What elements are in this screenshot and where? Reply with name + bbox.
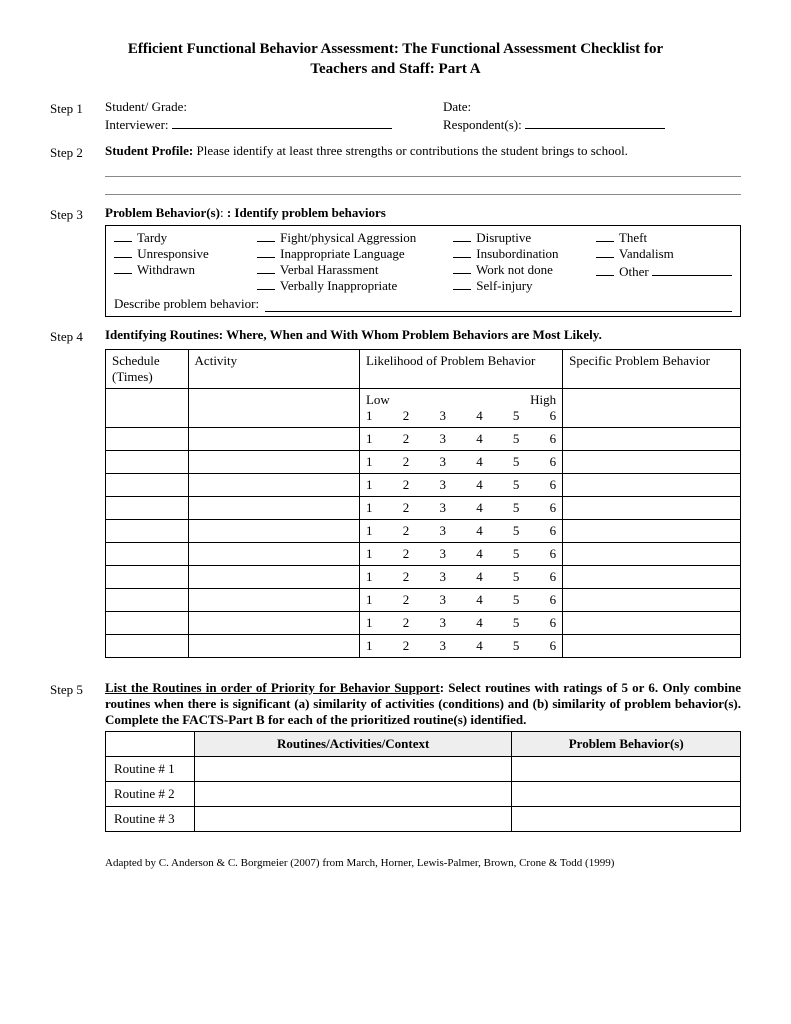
date-field: Date: bbox=[443, 99, 741, 115]
step-1: Step 1 Student/ Grade: Date: Interviewer… bbox=[50, 99, 741, 133]
document-title: Efficient Functional Behavior Assessment… bbox=[50, 40, 741, 79]
table-row[interactable]: 123456 bbox=[106, 543, 741, 566]
table-row[interactable]: 123456 bbox=[106, 635, 741, 658]
priority-table: Routines/Activities/Context Problem Beha… bbox=[105, 731, 741, 832]
behavior-item[interactable]: Disruptive bbox=[453, 230, 586, 246]
behavior-col-2: Fight/physical Aggression Inappropriate … bbox=[257, 230, 443, 294]
priority-row[interactable]: Routine # 1 bbox=[106, 757, 741, 782]
table-row[interactable]: LowHigh123456 bbox=[106, 389, 741, 428]
behavior-item[interactable]: Verbally Inappropriate bbox=[257, 278, 443, 294]
behavior-item[interactable]: Self-injury bbox=[453, 278, 586, 294]
behavior-item[interactable]: Tardy bbox=[114, 230, 247, 246]
step-4: Step 4 Identifying Routines: Where, When… bbox=[50, 327, 741, 658]
behavior-item[interactable]: Theft bbox=[596, 230, 732, 246]
step-5-label: Step 5 bbox=[50, 680, 105, 832]
th-context: Routines/Activities/Context bbox=[194, 732, 512, 757]
table-row[interactable]: 123456 bbox=[106, 497, 741, 520]
step-3-label: Step 3 bbox=[50, 205, 105, 317]
th-likelihood: Likelihood of Problem Behavior bbox=[359, 350, 562, 389]
table-row[interactable]: 123456 bbox=[106, 451, 741, 474]
problem-behaviors-heading: Problem Behavior(s): : Identify problem … bbox=[105, 205, 741, 221]
th-specific: Specific Problem Behavior bbox=[563, 350, 741, 389]
interviewer-field[interactable]: Interviewer: bbox=[105, 115, 403, 133]
priority-row[interactable]: Routine # 3 bbox=[106, 807, 741, 832]
table-row[interactable]: 123456 bbox=[106, 566, 741, 589]
table-row[interactable]: 123456 bbox=[106, 589, 741, 612]
th-activity: Activity bbox=[188, 350, 359, 389]
step-1-label: Step 1 bbox=[50, 99, 105, 133]
respondents-field[interactable]: Respondent(s): bbox=[443, 115, 741, 133]
routines-heading: Identifying Routines: Where, When and Wi… bbox=[105, 327, 741, 343]
describe-behavior-row[interactable]: Describe problem behavior: bbox=[114, 296, 732, 312]
behavior-col-1: Tardy Unresponsive Withdrawn bbox=[114, 230, 247, 294]
priority-heading: List the Routines in order of Priority f… bbox=[105, 680, 741, 728]
routines-table: Schedule (Times) Activity Likelihood of … bbox=[105, 349, 741, 658]
behavior-col-3: Disruptive Insubordination Work not done… bbox=[453, 230, 586, 294]
behavior-item[interactable]: Unresponsive bbox=[114, 246, 247, 262]
table-row[interactable]: 123456 bbox=[106, 520, 741, 543]
priority-row[interactable]: Routine # 2 bbox=[106, 782, 741, 807]
behavior-item[interactable]: Verbal Harassment bbox=[257, 262, 443, 278]
step-5: Step 5 List the Routines in order of Pri… bbox=[50, 680, 741, 832]
behavior-item[interactable]: Other bbox=[596, 262, 732, 280]
behavior-item[interactable]: Withdrawn bbox=[114, 262, 247, 278]
behavior-item[interactable]: Inappropriate Language bbox=[257, 246, 443, 262]
th-problem-behaviors: Problem Behavior(s) bbox=[512, 732, 741, 757]
behavior-box: Tardy Unresponsive Withdrawn Fight/physi… bbox=[105, 225, 741, 317]
student-grade-field: Student/ Grade: bbox=[105, 99, 403, 115]
footer-citation: Adapted by C. Anderson & C. Borgmeier (2… bbox=[105, 857, 741, 869]
step-3: Step 3 Problem Behavior(s): : Identify p… bbox=[50, 205, 741, 317]
title-line-2: Teachers and Staff: Part A bbox=[310, 61, 480, 77]
behavior-item[interactable]: Vandalism bbox=[596, 246, 732, 262]
step-2: Step 2 Student Profile: Please identify … bbox=[50, 143, 741, 195]
behavior-item[interactable]: Work not done bbox=[453, 262, 586, 278]
table-row[interactable]: 123456 bbox=[106, 474, 741, 497]
th-schedule: Schedule (Times) bbox=[106, 350, 189, 389]
table-row[interactable]: 123456 bbox=[106, 428, 741, 451]
behavior-item[interactable]: Insubordination bbox=[453, 246, 586, 262]
step-2-label: Step 2 bbox=[50, 143, 105, 195]
behavior-col-4: Theft Vandalism Other bbox=[596, 230, 732, 294]
profile-line-2[interactable] bbox=[105, 180, 741, 195]
behavior-item[interactable]: Fight/physical Aggression bbox=[257, 230, 443, 246]
student-profile-prompt: Student Profile: Please identify at leas… bbox=[105, 143, 741, 159]
table-row[interactable]: 123456 bbox=[106, 612, 741, 635]
profile-line-1[interactable] bbox=[105, 162, 741, 177]
title-line-1: Efficient Functional Behavior Assessment… bbox=[128, 41, 663, 57]
step-4-label: Step 4 bbox=[50, 327, 105, 658]
